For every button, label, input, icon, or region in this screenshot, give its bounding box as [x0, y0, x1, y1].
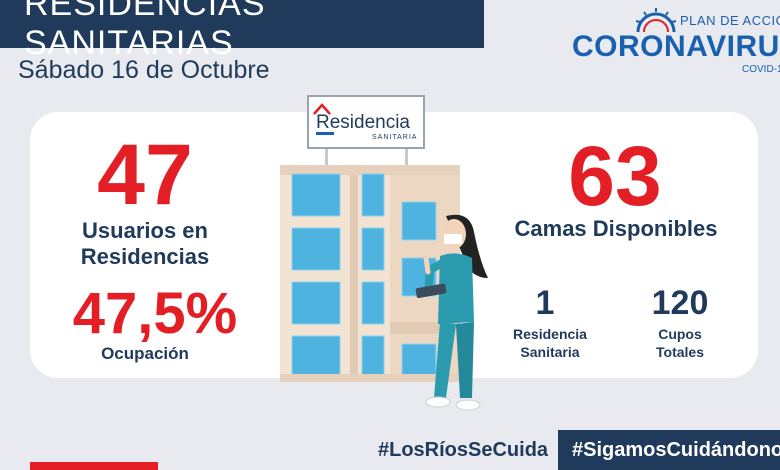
hashtag-sigamos: #SigamosCuidándonos [558, 430, 780, 470]
sun-icon [635, 8, 677, 33]
residences-label-1: Residencia [513, 326, 587, 342]
mask [444, 234, 462, 244]
cupos-value: 120 [651, 284, 709, 322]
nurse-illustration [415, 214, 488, 411]
logo-plan-text: PLAN DE ACCIÓN [680, 13, 780, 28]
occupancy-label: Ocupación [101, 344, 189, 363]
cupos-label-2: Totales [656, 344, 704, 360]
page-title: RESIDENCIAS SANITARIAS [0, 0, 484, 62]
beds-value: 63 [568, 129, 662, 223]
sign-board [307, 95, 425, 149]
logo-sub-text: COVID-19 [742, 64, 780, 75]
date-label: Sábado 16 de Octubre [18, 56, 270, 84]
users-value: 47 [97, 127, 193, 223]
hashtag-los-rios: #LosRíosSeCuida [378, 438, 549, 461]
beds-label: Camas Disponibles [514, 216, 718, 241]
residences-label-2: Sanitaria [520, 344, 580, 360]
coronavirus-logo: PLAN DE ACCIÓN CORONAVIRUS COVID-19 [572, 8, 780, 75]
logo-brand-text: CORONAVIRUS [572, 30, 780, 63]
sign-sub-text: SANITARIA [372, 134, 417, 141]
sign-main-text: Residencia [316, 112, 410, 133]
users-label-1: Usuarios en [82, 218, 208, 243]
bottom-strip [30, 462, 158, 470]
users-label-2: Residencias [80, 244, 210, 269]
occupancy-value: 47,5% [72, 281, 238, 346]
residences-value: 1 [535, 284, 555, 322]
cupos-label-1: Cupos [658, 326, 702, 342]
